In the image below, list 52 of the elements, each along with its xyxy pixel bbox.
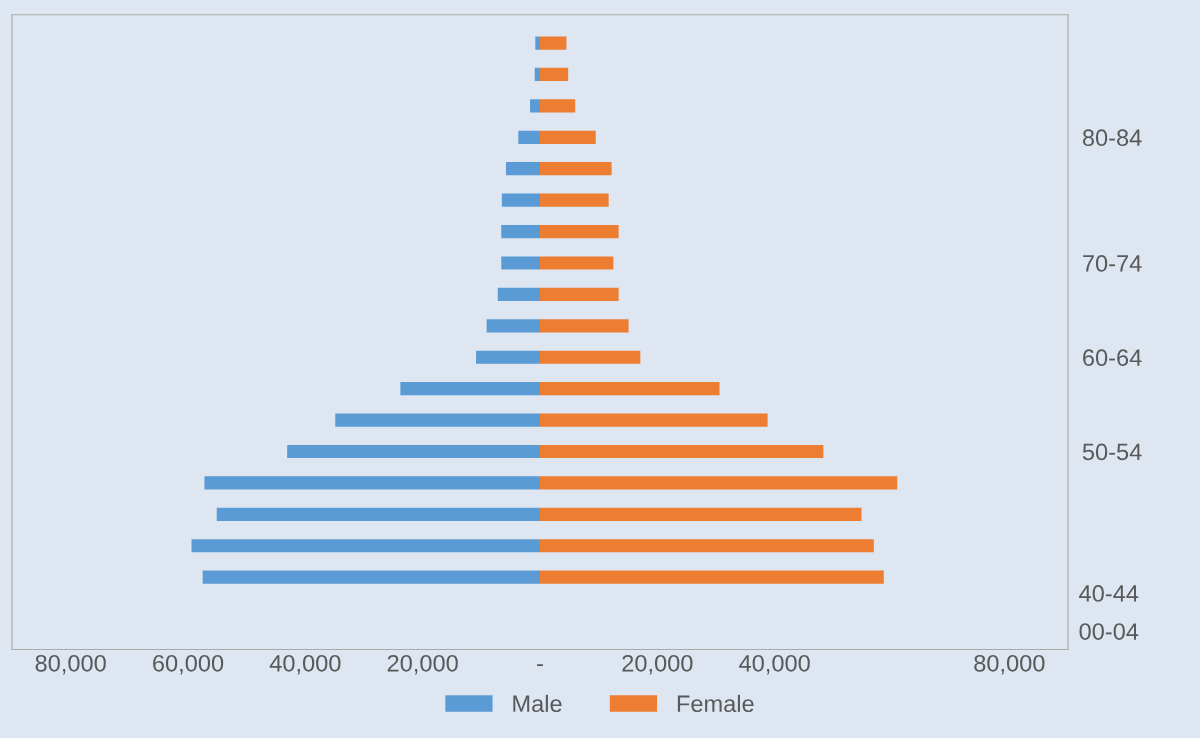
bar <box>501 193 540 207</box>
x-tick-label: 80,000 <box>974 654 1045 675</box>
bar <box>216 507 540 521</box>
bar <box>535 36 540 50</box>
bar <box>534 67 540 82</box>
bar <box>518 130 540 144</box>
bar <box>501 224 540 239</box>
bar <box>400 382 540 396</box>
bar <box>540 539 874 553</box>
bar <box>497 287 540 301</box>
y-tick-label: 80-84 <box>1082 129 1142 147</box>
bar <box>476 350 540 364</box>
bar <box>540 162 612 176</box>
y-tick-label: 50-54 <box>1082 443 1142 461</box>
x-tick-label: 80,000 <box>35 654 106 675</box>
bar <box>540 444 824 459</box>
bar <box>540 224 619 239</box>
bar <box>204 476 540 490</box>
bar <box>540 413 768 427</box>
bar <box>501 256 540 270</box>
x-tick-label: 40,000 <box>269 654 341 675</box>
bar <box>540 570 884 584</box>
bar <box>505 162 540 176</box>
bar <box>540 193 609 207</box>
x-tick-label: 20,000 <box>622 654 693 675</box>
x-tick-label: 40,000 <box>739 654 810 675</box>
bar <box>540 507 862 521</box>
bar <box>540 287 619 301</box>
legend-label: Male <box>513 694 562 713</box>
bar <box>540 382 720 396</box>
text: 00-04 <box>1079 623 1139 640</box>
legend-label: Female <box>677 694 754 713</box>
bar <box>540 36 567 50</box>
bar <box>530 99 540 113</box>
bar <box>335 413 540 427</box>
text: 40-44 <box>1079 585 1139 602</box>
bar <box>540 67 569 82</box>
bar <box>540 476 898 490</box>
bar <box>540 256 614 270</box>
bar <box>540 319 629 333</box>
bar <box>540 130 596 144</box>
y-tick-label: 70-74 <box>1083 255 1142 272</box>
bar <box>540 99 576 113</box>
bar <box>191 539 540 553</box>
bar <box>486 319 540 333</box>
x-tick-label: 20,000 <box>387 654 458 675</box>
bar <box>287 444 540 459</box>
y-tick-label: 60-64 <box>1083 349 1142 367</box>
x-tick-label: - <box>537 664 543 667</box>
bar <box>202 570 540 584</box>
bar <box>540 350 641 364</box>
x-tick-label: 60,000 <box>153 654 224 675</box>
